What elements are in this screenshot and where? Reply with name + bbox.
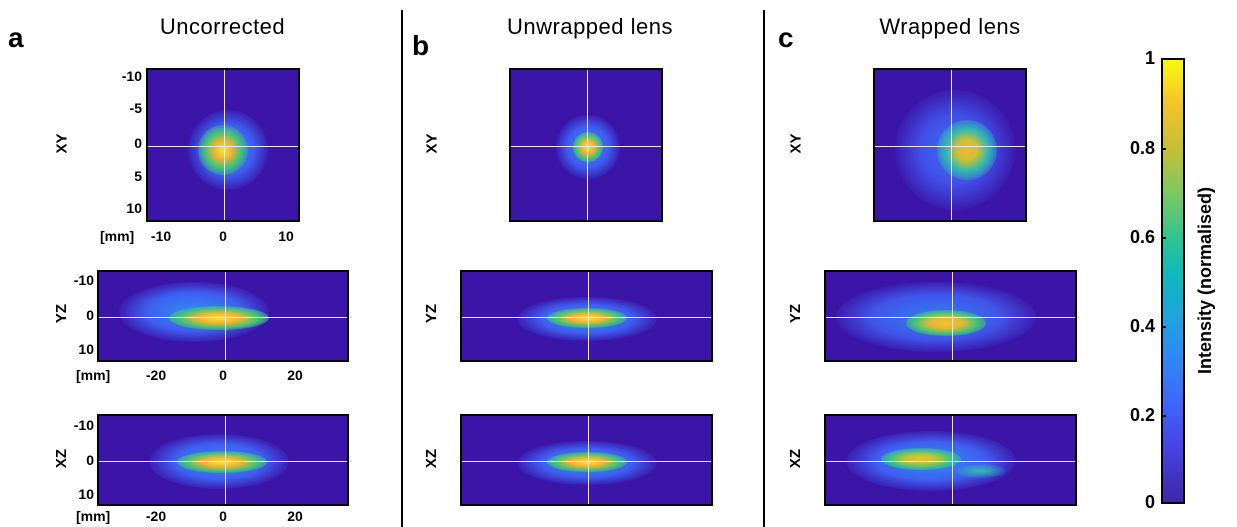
axis-unit: [mm]: [76, 367, 111, 383]
row-label-xy-a: XY: [53, 133, 71, 154]
axis-unit: [mm]: [100, 228, 135, 244]
divider-bc: [763, 10, 765, 527]
row-label-xy-b: XY: [423, 133, 441, 154]
colorbar-tick-label: 1: [1144, 48, 1155, 68]
row-label-xz-c: XZ: [787, 448, 805, 469]
tick-label: 0: [86, 307, 94, 323]
plot-b-yz: [460, 270, 713, 362]
plot-c-xy: [873, 68, 1027, 222]
tick-label: -10: [73, 417, 94, 433]
tick-label: 20: [287, 508, 303, 524]
colorbar-tick-mark: [1161, 415, 1166, 417]
colorbar-tick-label: 0.6: [1129, 227, 1155, 247]
colorbar-tick-label: 0.4: [1129, 316, 1155, 336]
row-label-yz-c: YZ: [787, 303, 805, 324]
panel-b-title: Unwrapped lens: [507, 14, 673, 39]
plot-b-xy: [509, 68, 663, 222]
tick-label: -10: [73, 272, 94, 288]
colorbar-tick-label: 0: [1144, 492, 1155, 512]
tick-label: -5: [129, 100, 142, 116]
plot-a-xy: [146, 68, 300, 222]
tick-label: 0: [134, 135, 142, 151]
plot-b-xz: [460, 414, 713, 506]
panel-a-title: Uncorrected: [159, 14, 286, 39]
tick-label: 0: [219, 228, 227, 244]
tick-label: -20: [145, 367, 167, 383]
plot-c-xz: [824, 414, 1077, 506]
plot-a-yz: [97, 270, 349, 362]
tick-label: -10: [150, 228, 172, 244]
colorbar-tick-mark: [1161, 237, 1166, 239]
plot-c-yz: [824, 270, 1077, 362]
plot-a-xz: [97, 414, 349, 506]
panel-c-title: Wrapped lens: [879, 14, 1021, 39]
colorbar: [1161, 58, 1185, 504]
tick-label: 10: [278, 228, 294, 244]
panel-letter-c: c: [778, 22, 794, 53]
colorbar-tick-mark: [1161, 326, 1166, 328]
panel-letter-b: b: [412, 30, 430, 61]
tick-label: -10: [121, 68, 142, 84]
panel-letter-a: a: [8, 22, 24, 53]
tick-label: 10: [78, 486, 94, 502]
tick-label: 20: [287, 367, 303, 383]
axis-unit: [mm]: [76, 508, 111, 524]
tick-label: 10: [126, 200, 142, 216]
tick-label: 0: [86, 452, 94, 468]
colorbar-label: Intensity (normalised): [1195, 186, 1216, 375]
tick-label: 10: [78, 341, 94, 357]
tick-label: -20: [145, 508, 167, 524]
colorbar-tick-label: 0.2: [1129, 405, 1155, 425]
tick-label: 0: [219, 508, 227, 524]
tick-label: 0: [219, 367, 227, 383]
row-label-xy-c: XY: [787, 133, 805, 154]
colorbar-tick-mark: [1161, 148, 1166, 150]
divider-ab: [401, 10, 403, 527]
row-label-xz-b: XZ: [423, 448, 441, 469]
tick-label: 5: [134, 168, 142, 184]
row-label-yz-b: YZ: [423, 303, 441, 324]
colorbar-tick-label: 0.8: [1129, 138, 1155, 158]
